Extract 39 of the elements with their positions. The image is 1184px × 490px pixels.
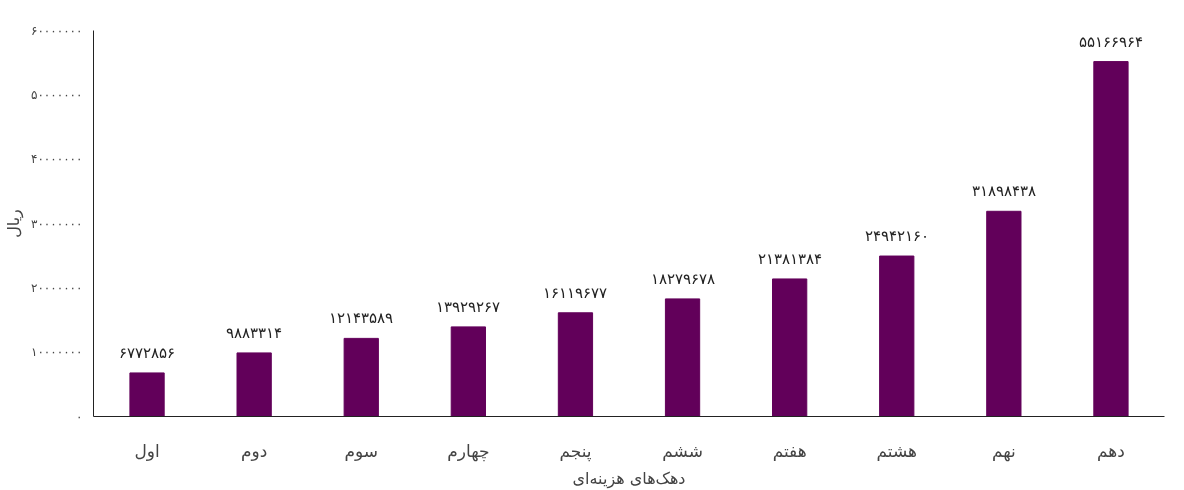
data-label: ۲۱۳۸۱۳۸۴ [757, 250, 822, 267]
bar [772, 278, 808, 417]
data-label: ۳۱۸۹۸۴۳۸ [971, 183, 1036, 200]
x-tick-label: پنجم [559, 440, 592, 462]
data-label: ۵۵۱۶۶۹۶۴ [1078, 33, 1143, 50]
bar [129, 372, 165, 417]
data-label: ۱۳۹۲۹۲۶۷ [436, 298, 501, 315]
x-tick-label: ششم [662, 440, 703, 462]
data-label: ۱۶۱۱۹۶۷۷ [543, 284, 608, 301]
y-tick-label: ۰ [76, 409, 83, 424]
x-tick-label: چهارم [447, 440, 490, 462]
bar [236, 352, 272, 417]
y-tick-label: ۱۰۰۰۰۰۰۰ [30, 345, 83, 360]
y-tick-label: ۶۰۰۰۰۰۰۰ [30, 23, 83, 38]
x-tick-label: دهم [1097, 440, 1125, 462]
x-tick-label: اول [134, 440, 160, 461]
y-tick-label: ۵۰۰۰۰۰۰۰ [30, 87, 83, 102]
data-label: ۱۲۱۴۳۵۸۹ [329, 310, 394, 327]
x-tick-label: نهم [991, 440, 1016, 462]
data-label: ۹۸۸۳۳۱۴ [226, 324, 283, 341]
bar [343, 337, 379, 417]
bar [879, 255, 915, 417]
y-tick-label: ۴۰۰۰۰۰۰۰ [30, 152, 83, 167]
x-tick-label: سوم [344, 440, 379, 461]
data-label: ۲۴۹۴۲۱۶۰ [864, 228, 929, 245]
x-tick-label: دوم [241, 440, 268, 461]
y-axis-title: ریال [3, 209, 24, 238]
bar [664, 298, 701, 417]
y-tick-label: ۲۰۰۰۰۰۰۰ [30, 280, 83, 295]
data-label: ۱۸۲۷۹۶۷۸ [650, 270, 715, 287]
bar [986, 210, 1022, 417]
bar [450, 326, 486, 417]
data-label: ۶۷۷۲۸۵۶ [119, 344, 176, 361]
bar [1093, 61, 1129, 417]
x-tick-label: هشتم [876, 440, 918, 462]
y-tick-label: ۳۰۰۰۰۰۰۰ [30, 216, 83, 231]
x-axis-title: دهک‌های هزینه‌ای [572, 468, 686, 489]
bar [557, 312, 594, 417]
x-tick-label: هفتم [772, 440, 807, 462]
